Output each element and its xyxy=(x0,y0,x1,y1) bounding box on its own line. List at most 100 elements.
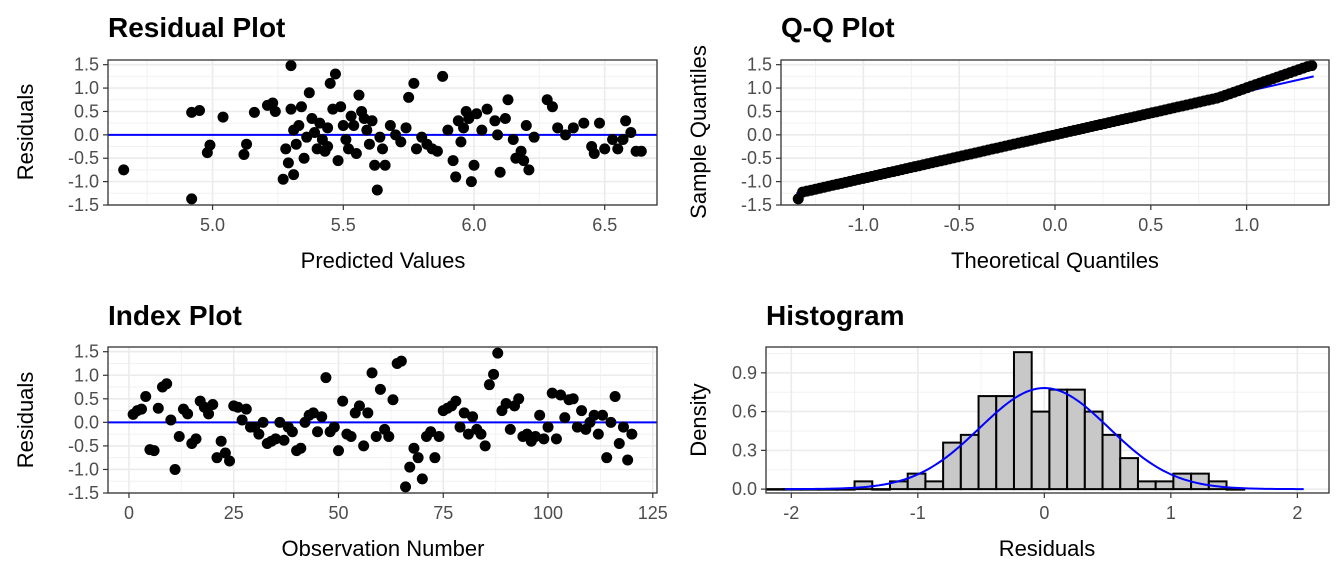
residual-point xyxy=(309,127,321,138)
qq-point xyxy=(1306,60,1318,72)
residual-point xyxy=(612,143,624,155)
residual-point xyxy=(410,143,422,155)
index-point xyxy=(404,461,416,473)
panel-index-plot: 0 25 50 75 100 125 -1.5 -1.0 -0.5 0.0 0.5 1.0 1.5 Ind… xyxy=(13,300,668,561)
residual-point xyxy=(546,101,558,113)
y-tick-label: 1.5 xyxy=(74,55,99,75)
index-point xyxy=(383,430,395,442)
index-point xyxy=(613,438,625,450)
x-axis-label: Residuals xyxy=(999,536,1096,561)
residual-point xyxy=(337,119,349,131)
index-point xyxy=(232,401,244,413)
residual-point xyxy=(217,111,229,123)
x-tick-label: 100 xyxy=(533,503,563,523)
y-axis-label: Residuals xyxy=(13,84,38,181)
residual-point xyxy=(625,127,637,138)
index-point xyxy=(534,409,546,421)
residual-point xyxy=(290,138,302,150)
index-point xyxy=(588,409,600,421)
x-tick-label: 2 xyxy=(1292,503,1302,523)
y-tick-label: -1.0 xyxy=(68,172,99,192)
x-tick-label: 0 xyxy=(124,503,134,523)
plot-area xyxy=(766,351,1304,491)
x-tick-label: 6.5 xyxy=(592,215,617,235)
index-point xyxy=(136,403,148,415)
index-point xyxy=(597,409,609,421)
y-axis-label: Density xyxy=(686,383,711,456)
index-point xyxy=(332,445,344,457)
histogram-bar xyxy=(1119,457,1139,491)
residual-point xyxy=(607,134,619,146)
index-point xyxy=(257,416,269,428)
index-point xyxy=(550,433,562,445)
residual-point xyxy=(599,143,611,155)
x-tick-label: 25 xyxy=(224,503,244,523)
residual-point xyxy=(350,148,362,160)
index-point xyxy=(316,411,328,423)
panel-residual-plot: 5.0 5.5 6.0 6.5 -1.5 -1.0 -0.5 0.0 0.5 1.0 1.5 Resi… xyxy=(13,12,658,273)
y-tick-label: 0.0 xyxy=(74,412,99,432)
index-point xyxy=(425,426,437,438)
residual-point xyxy=(238,148,250,160)
index-point xyxy=(295,442,307,454)
x-tick-label: 5.0 xyxy=(200,215,225,235)
y-tick-label: 1.0 xyxy=(74,365,99,385)
panel-border xyxy=(107,59,658,206)
y-tick-label: 1.0 xyxy=(74,78,99,98)
y-tick-label: -1.5 xyxy=(741,195,772,215)
index-point xyxy=(211,452,223,464)
residual-point xyxy=(620,115,632,127)
x-axis-label: Observation Number xyxy=(282,536,485,561)
residual-point xyxy=(285,103,297,115)
residual-point xyxy=(471,108,483,120)
plot-area xyxy=(108,60,657,205)
index-point xyxy=(328,421,340,433)
x-tick-label: 1.0 xyxy=(1234,215,1259,235)
y-tick-label: 0.9 xyxy=(732,363,757,383)
y-tick-label: 0.0 xyxy=(732,479,757,499)
index-point xyxy=(622,454,634,466)
index-point xyxy=(504,423,516,435)
residual-point xyxy=(377,143,388,155)
residual-point xyxy=(408,77,420,89)
residual-point xyxy=(465,176,477,188)
index-point xyxy=(387,394,399,406)
index-point xyxy=(542,421,554,433)
residual-point xyxy=(384,119,396,131)
y-tick-label: 0.3 xyxy=(732,440,757,460)
x-tick-label: -1.0 xyxy=(848,215,879,235)
index-point xyxy=(500,398,512,410)
residual-point xyxy=(186,193,198,205)
histogram-bar xyxy=(942,441,962,491)
index-point xyxy=(617,421,629,433)
residual-point xyxy=(379,159,391,171)
residual-point xyxy=(348,119,360,131)
index-point xyxy=(307,407,319,419)
x-tick-label: -0.5 xyxy=(944,215,975,235)
index-point xyxy=(488,368,500,380)
index-point xyxy=(467,411,479,423)
index-point xyxy=(278,434,290,446)
index-point xyxy=(400,481,412,493)
index-point xyxy=(337,395,349,407)
index-point xyxy=(274,416,286,428)
index-point xyxy=(450,395,462,407)
histogram-bar xyxy=(924,480,945,491)
index-point xyxy=(483,379,495,391)
histogram-bar xyxy=(1225,488,1246,491)
residual-point xyxy=(371,184,383,196)
residual-point xyxy=(248,106,260,118)
residual-point xyxy=(118,164,130,176)
residual-point xyxy=(507,134,519,146)
residual-point xyxy=(324,77,336,89)
histogram-bar xyxy=(977,395,998,491)
residual-point xyxy=(431,145,443,157)
residual-point xyxy=(528,131,540,143)
y-axis-label: Residuals xyxy=(13,372,38,469)
index-point xyxy=(236,414,248,426)
y-tick-label: -0.5 xyxy=(68,148,99,168)
residual-point xyxy=(282,157,294,169)
residual-point xyxy=(363,138,375,150)
residual-point xyxy=(635,145,647,157)
x-axis-label: Theoretical Quantiles xyxy=(951,248,1159,273)
